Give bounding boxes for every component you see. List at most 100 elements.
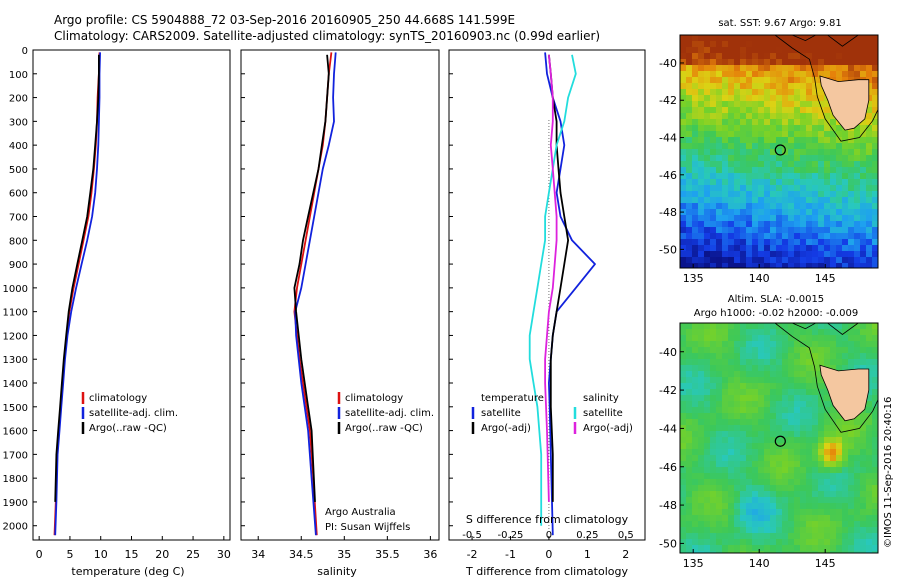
- map-cell: [794, 257, 801, 264]
- map-cell: [710, 167, 717, 174]
- map-cell: [686, 347, 693, 354]
- map-cell: [830, 341, 837, 348]
- map-cell: [800, 251, 807, 258]
- map-cell: [800, 53, 807, 60]
- map-cell: [812, 119, 819, 126]
- map-cell: [734, 431, 741, 438]
- map-cell: [692, 419, 699, 426]
- map-cell: [710, 509, 717, 516]
- map-cell: [842, 143, 849, 150]
- map-cell: [872, 167, 878, 174]
- map-cell: [716, 221, 723, 228]
- sla-map-title-1: Altim. SLA: -0.0015: [728, 294, 824, 305]
- map-cell: [710, 383, 717, 390]
- x-tick-label: 35.5: [375, 548, 400, 561]
- map-cell: [716, 485, 723, 492]
- x-tick-label: 20: [155, 548, 169, 561]
- map-cell: [752, 341, 759, 348]
- map-cell: [686, 119, 693, 126]
- map-cell: [686, 323, 693, 330]
- map-cell: [788, 329, 795, 336]
- map-cell: [740, 419, 747, 426]
- map-cell: [788, 71, 795, 78]
- map-cell: [860, 149, 867, 156]
- map-cell: [758, 233, 765, 240]
- map-cell: [860, 197, 867, 204]
- map-cell: [872, 551, 878, 553]
- map-cell: [800, 35, 807, 42]
- map-cell: [734, 59, 741, 66]
- difference-panel-frame: [448, 49, 646, 541]
- map-cell: [782, 251, 789, 258]
- map-cell: [752, 137, 759, 144]
- map-cell: [734, 125, 741, 132]
- map-cell: [800, 125, 807, 132]
- map-cell: [686, 455, 693, 462]
- map-cell: [692, 377, 699, 384]
- map-cell: [692, 167, 699, 174]
- map-cell: [758, 449, 765, 456]
- map-cell: [818, 203, 825, 210]
- map-cell: [764, 395, 771, 402]
- map-cell: [716, 257, 723, 264]
- map-cell: [764, 143, 771, 150]
- map-cell: [800, 437, 807, 444]
- map-cell: [734, 461, 741, 468]
- map-cell: [830, 353, 837, 360]
- x-tick-label: -1: [505, 548, 516, 561]
- map-cell: [704, 443, 711, 450]
- map-cell: [686, 341, 693, 348]
- map-cell: [764, 419, 771, 426]
- map-cell: [734, 389, 741, 396]
- map-cell: [770, 383, 777, 390]
- map-cell: [812, 377, 819, 384]
- map-cell: [788, 197, 795, 204]
- map-cell: [698, 161, 705, 168]
- map-cell: [800, 239, 807, 246]
- map-cell: [776, 221, 783, 228]
- map-cell: [794, 515, 801, 522]
- map-cell: [854, 53, 861, 60]
- map-cell: [788, 521, 795, 528]
- map-cell: [770, 209, 777, 216]
- map-cell: [872, 71, 878, 78]
- map-cell: [776, 83, 783, 90]
- map-cell: [680, 401, 687, 408]
- map-cell: [716, 353, 723, 360]
- map-cell: [824, 497, 831, 504]
- map-cell: [830, 359, 837, 366]
- map-cell: [776, 497, 783, 504]
- map-cell: [758, 35, 765, 42]
- map-cell: [824, 125, 831, 132]
- map-cell: [866, 341, 873, 348]
- map-cell: [704, 413, 711, 420]
- map-cell: [836, 533, 843, 540]
- map-cell: [830, 41, 837, 48]
- map-cell: [698, 371, 705, 378]
- map-cell: [776, 329, 783, 336]
- map-cell: [812, 53, 819, 60]
- map-cell: [764, 65, 771, 72]
- map-cell: [818, 191, 825, 198]
- map-cell: [764, 353, 771, 360]
- map-cell: [812, 251, 819, 258]
- map-cell: [734, 323, 741, 330]
- map-cell: [866, 419, 873, 426]
- map-cell: [734, 113, 741, 120]
- map-cell: [692, 539, 699, 546]
- map-cell: [812, 95, 819, 102]
- map-cell: [854, 173, 861, 180]
- map-cell: [692, 401, 699, 408]
- map-cell: [776, 335, 783, 342]
- map-cell: [866, 239, 873, 246]
- map-cell: [824, 533, 831, 540]
- map-cell: [806, 155, 813, 162]
- map-cell: [698, 257, 705, 264]
- map-cell: [686, 251, 693, 258]
- map-cell: [800, 395, 807, 402]
- map-cell: [872, 485, 878, 492]
- map-cell: [734, 137, 741, 144]
- map-cell: [770, 425, 777, 432]
- map-cell: [746, 539, 753, 546]
- map-cell: [776, 41, 783, 48]
